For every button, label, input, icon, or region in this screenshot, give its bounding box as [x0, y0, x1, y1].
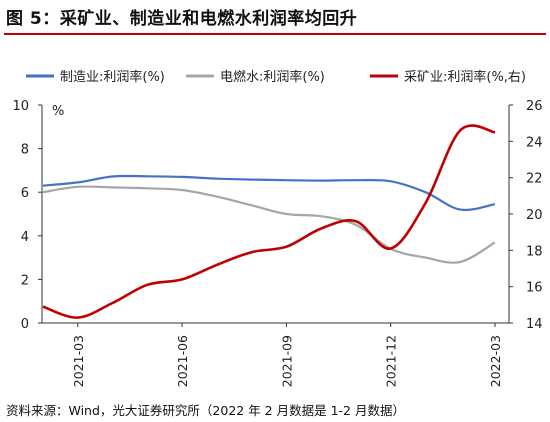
left-tick-label: 0	[21, 317, 29, 332]
right-tick-label: 26	[526, 99, 543, 114]
left-tick-label: 4	[21, 230, 29, 245]
x-tick-label: 2021-09	[279, 335, 294, 387]
x-tick-label: 2021-06	[175, 335, 190, 387]
x-tick-label: 2021-12	[384, 335, 399, 387]
manufacturing-series-line	[42, 174, 496, 212]
right-tick-label: 20	[526, 208, 543, 223]
legend-utilities-label: 电燃水:利润率(%)	[220, 69, 325, 85]
right-tick-label: 16	[526, 281, 543, 296]
left-tick-label: 8	[21, 143, 29, 158]
right-tick-label: 24	[526, 135, 543, 150]
legend-manufacturing-label: 制造业:利润率(%)	[60, 69, 165, 85]
right-tick-label: 14	[526, 317, 543, 332]
unit-label: %	[52, 104, 64, 119]
left-tick-label: 2	[21, 273, 29, 288]
legend-mining-label: 采矿业:利润率(%,右)	[404, 69, 526, 85]
mining-series-line	[42, 124, 496, 319]
utilities-series-line	[42, 185, 496, 264]
right-tick-label: 18	[526, 244, 543, 259]
figure-title: 图 5：采矿业、制造业和电燃水利润率均回升	[6, 9, 358, 29]
right-tick-label: 22	[526, 172, 543, 187]
title-rule	[4, 33, 546, 35]
source-note: 资料来源：Wind，光大证券研究所（2022 年 2 月数据是 1-2 月数据）	[6, 403, 405, 418]
x-tick-label: 2021-03	[71, 335, 86, 387]
left-tick-label: 6	[21, 186, 29, 201]
left-tick-label: 10	[12, 99, 29, 114]
plot-lines	[42, 124, 496, 319]
x-tick-label: 2022-03	[488, 335, 503, 387]
legend: 制造业:利润率(%) 电燃水:利润率(%) 采矿业:利润率(%,右)	[26, 69, 526, 85]
